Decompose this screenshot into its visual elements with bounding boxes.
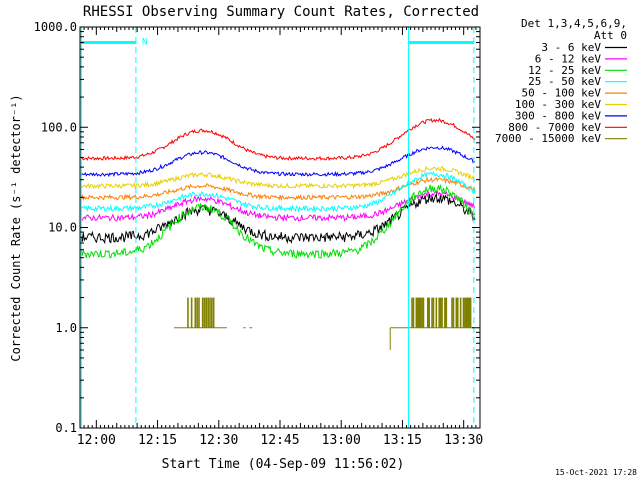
legend-label: 50 - 100 keV [522, 87, 602, 100]
legend-label: 300 - 800 keV [515, 109, 601, 122]
x-tick-label: 12:15 [138, 433, 177, 448]
legend-label: 800 - 7000 keV [508, 121, 601, 134]
series-line [80, 176, 476, 202]
legend-label: 7000 - 15000 keV [495, 132, 601, 145]
series-line [80, 184, 476, 259]
plot-area: N 0.1 1.0 10.0 100.0 1000.0 12:00 12:15 12:30 1… [34, 20, 484, 448]
x-tick-label: 12:00 [77, 433, 116, 448]
legend-header-line1: Det 1,3,4,5,6,9, [521, 17, 627, 30]
series-line [80, 171, 476, 213]
y-tick-label: 1.0 [55, 321, 77, 335]
x-tick-label: 12:45 [260, 433, 299, 448]
series-line [80, 145, 476, 178]
flag-bar-label: N [142, 38, 147, 48]
y-tick-label: 100.0 [41, 120, 77, 134]
legend-label: 25 - 50 keV [528, 75, 601, 88]
y-tick-label: 10.0 [48, 221, 77, 235]
y-axis-label: Corrected Count Rate (s⁻¹ detector⁻¹) [9, 94, 23, 361]
y-tick-label: 0.1 [55, 421, 77, 435]
series-line [80, 192, 476, 245]
series-line [80, 165, 476, 190]
x-axis-label: Start Time (04-Sep-09 11:56:02) [162, 457, 405, 472]
chart-title: RHESSI Observing Summary Count Rates, Co… [83, 4, 479, 20]
series-line [81, 117, 476, 162]
x-tick-label: 13:15 [383, 433, 422, 448]
legend-header-line2: Att 0 [594, 29, 627, 42]
plot-frame [79, 26, 481, 429]
legend-label: 12 - 25 keV [528, 64, 601, 77]
legend-label: 3 - 6 keV [541, 41, 601, 54]
footer-timestamp: 15-Oct-2021 17:28 [555, 468, 637, 477]
x-tick-label: 13:30 [444, 433, 483, 448]
y-tick-label: 1000.0 [34, 20, 77, 34]
legend-label: 100 - 300 keV [515, 98, 601, 111]
x-tick-label: 12:30 [199, 433, 238, 448]
legend-label: 6 - 12 keV [535, 52, 602, 65]
x-tick-label: 13:00 [322, 433, 361, 448]
